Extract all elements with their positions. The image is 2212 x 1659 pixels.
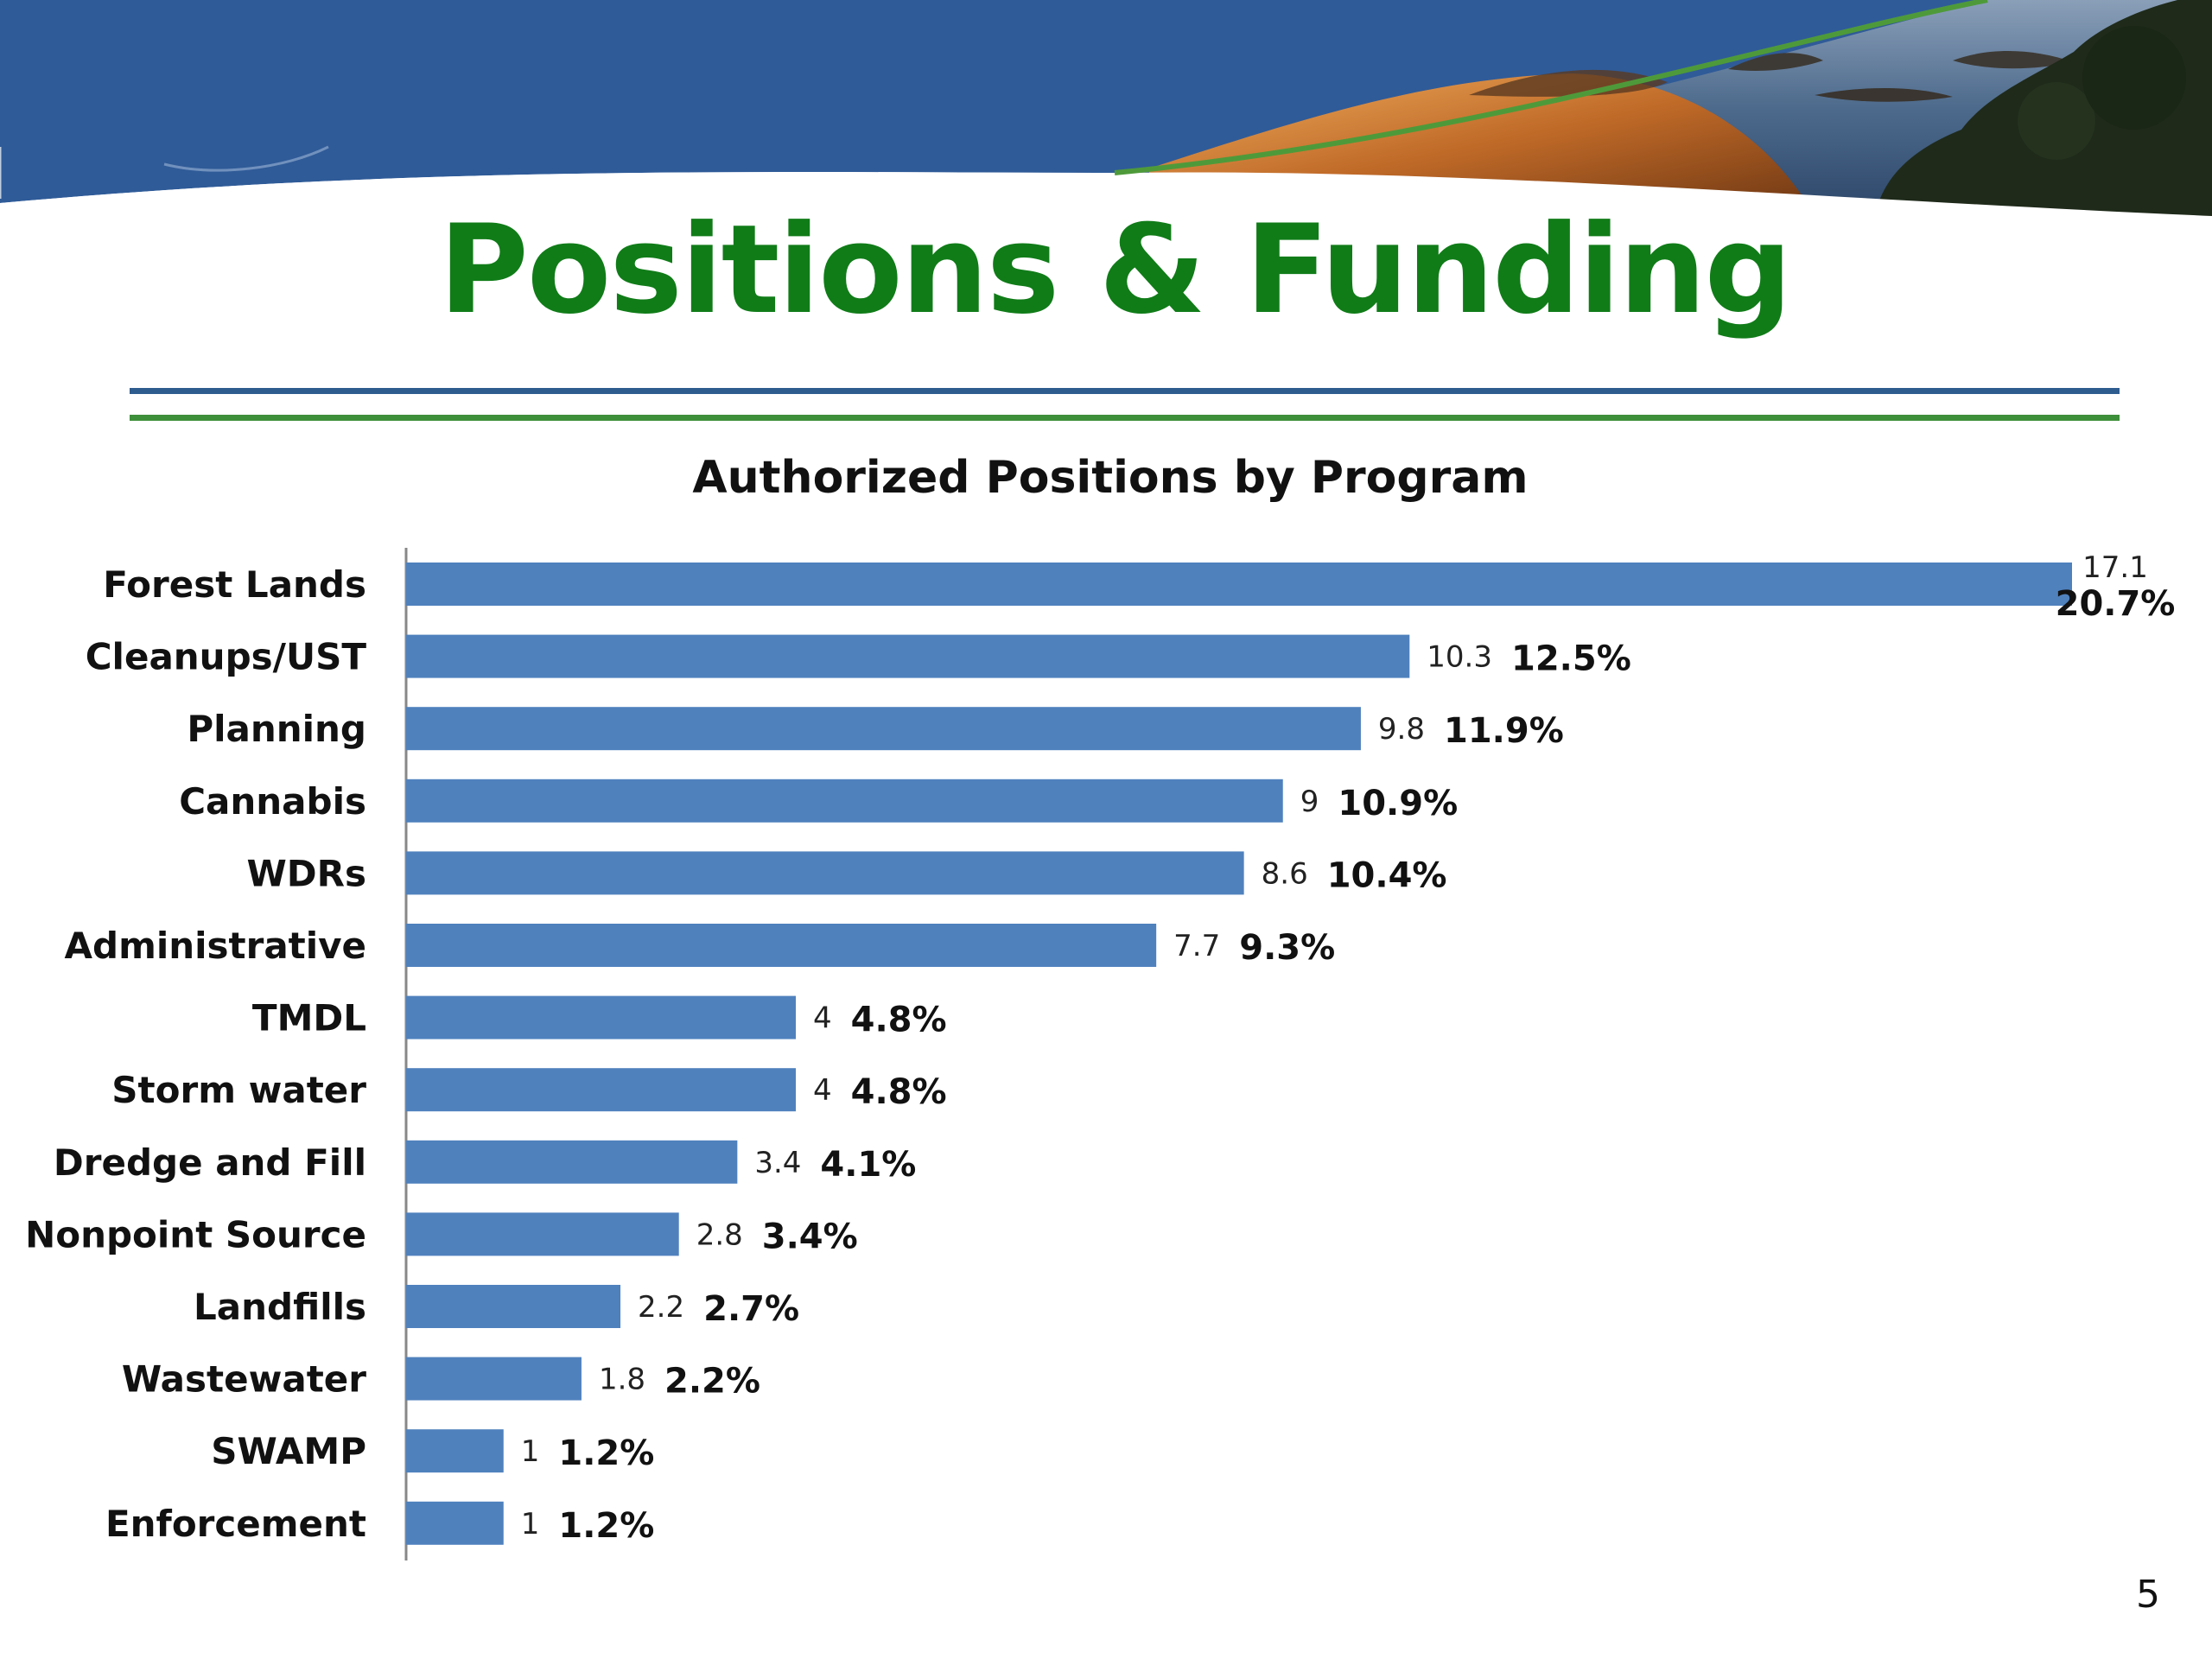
bar-forest-lands <box>406 563 2072 606</box>
category-label-cleanups-ust: Cleanups/UST <box>86 636 367 678</box>
percent-label-cleanups-ust: 12.5% <box>1511 639 1631 679</box>
bar-storm-water <box>406 1068 796 1112</box>
chart-title: Authorized Positions by Program <box>692 452 1529 504</box>
bar-wdrs <box>406 851 1244 895</box>
category-label-wdrs: WDRs <box>246 852 366 894</box>
category-label-planning: Planning <box>187 708 366 750</box>
bar-cleanups-ust <box>406 634 1410 678</box>
value-label-administrative: 7.7 <box>1173 929 1220 963</box>
value-label-landfills: 2.2 <box>638 1290 684 1325</box>
category-label-administrative: Administrative <box>65 925 367 967</box>
banner-blue-wave <box>0 0 2212 203</box>
category-label-nonpoint-source: Nonpoint Source <box>25 1213 366 1255</box>
bar-swamp <box>406 1429 504 1473</box>
percent-label-dredge-and-fill: 4.1% <box>820 1145 916 1185</box>
value-label-storm-water: 4 <box>813 1073 832 1108</box>
value-label-cleanups-ust: 10.3 <box>1427 640 1492 675</box>
bar-landfills <box>406 1285 621 1328</box>
category-label-cannabis: Cannabis <box>179 780 366 823</box>
bar-wastewater <box>406 1357 582 1401</box>
percent-label-cannabis: 10.9% <box>1338 784 1458 823</box>
bar-dredge-and-fill <box>406 1140 738 1184</box>
bar-chart: Forest Lands 17.120.7%Cleanups/UST 10.3 12.… <box>25 548 2175 1560</box>
percent-label-tmdl: 4.8% <box>851 1001 947 1040</box>
percent-label-administrative: 9.3% <box>1239 928 1335 968</box>
slide-title: Positions & Funding <box>438 199 1792 341</box>
category-label-forest-lands: Forest Lands <box>103 563 366 606</box>
chart-labels: Forest Lands 17.120.7%Cleanups/UST 10.3 12.… <box>25 550 2175 1546</box>
value-label-wdrs: 8.6 <box>1262 856 1308 891</box>
percent-label-enforcement: 1.2% <box>558 1506 654 1546</box>
header-banner <box>0 0 2212 225</box>
percent-label-forest-lands: 20.7% <box>2056 584 2176 624</box>
category-label-tmdl: TMDL <box>252 997 366 1039</box>
category-label-swamp: SWAMP <box>211 1430 366 1472</box>
category-label-wastewater: Wastewater <box>122 1358 366 1401</box>
percent-label-wastewater: 2.2% <box>664 1362 760 1402</box>
category-label-landfills: Landfills <box>194 1286 366 1328</box>
bar-tmdl <box>406 995 796 1039</box>
percent-label-wdrs: 10.4% <box>1327 855 1447 895</box>
value-label-forest-lands: 17.1 <box>2082 550 2148 585</box>
value-label-dredge-and-fill: 3.4 <box>754 1146 801 1180</box>
value-label-cannabis: 9 <box>1300 785 1319 819</box>
category-label-storm-water: Storm water <box>111 1069 366 1111</box>
value-label-nonpoint-source: 2.8 <box>696 1217 743 1252</box>
page-number: 5 <box>2136 1573 2160 1617</box>
bar-planning <box>406 707 1361 751</box>
percent-label-planning: 11.9% <box>1444 711 1564 751</box>
bar-nonpoint-source <box>406 1212 679 1256</box>
percent-label-landfills: 2.7% <box>703 1289 799 1329</box>
category-label-dredge-and-fill: Dredge and Fill <box>54 1141 366 1184</box>
divider-blue <box>130 388 2120 394</box>
value-label-enforcement: 1 <box>521 1507 540 1541</box>
divider-green <box>130 415 2120 421</box>
category-label-enforcement: Enforcement <box>105 1503 366 1545</box>
percent-label-nonpoint-source: 3.4% <box>762 1217 858 1256</box>
bar-administrative <box>406 924 1157 967</box>
value-label-planning: 9.8 <box>1378 712 1425 747</box>
value-label-tmdl: 4 <box>813 1001 832 1036</box>
chart-bars <box>406 563 2072 1545</box>
bar-enforcement <box>406 1501 504 1545</box>
percent-label-swamp: 1.2% <box>558 1433 654 1473</box>
bar-cannabis <box>406 779 1283 823</box>
value-label-swamp: 1 <box>521 1434 540 1469</box>
value-label-wastewater: 1.8 <box>599 1363 645 1397</box>
percent-label-storm-water: 4.8% <box>851 1072 947 1112</box>
